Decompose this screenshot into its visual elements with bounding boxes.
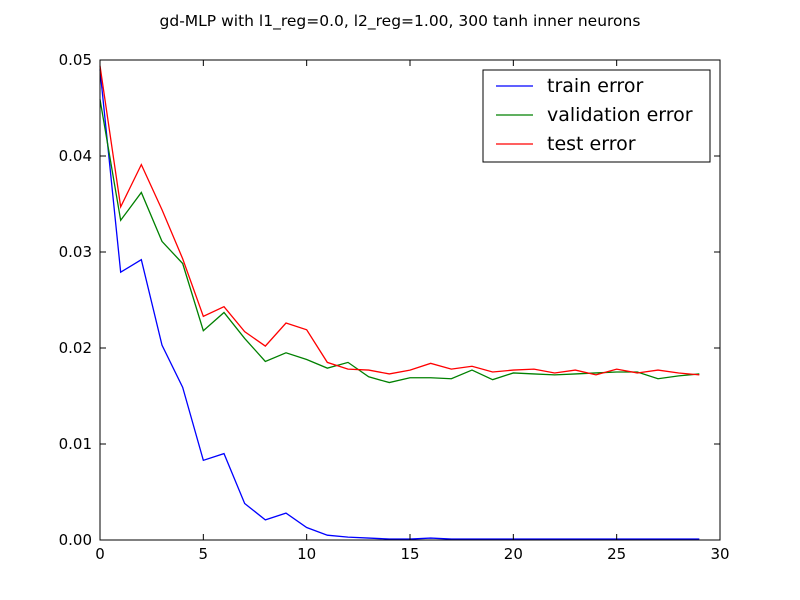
y-tick-label: 0.02	[59, 339, 92, 357]
legend-label-2: test error	[547, 133, 636, 155]
plot-lines	[99, 65, 700, 540]
x-tick-label: 30	[710, 545, 729, 563]
y-axis: 0.00 0.01 0.02 0.03 0.04 0.05	[59, 51, 720, 549]
y-tick-label: 0.00	[59, 531, 92, 549]
x-tick-label: 25	[607, 545, 626, 563]
y-tick-label: 0.04	[59, 147, 92, 165]
legend-box	[482, 69, 711, 163]
legend-label-0: train error	[547, 75, 643, 97]
x-tick-label: 5	[199, 545, 209, 563]
series-line-0	[99, 69, 700, 540]
x-tick-label: 10	[297, 545, 316, 563]
x-tick-label: 20	[504, 545, 523, 563]
chart-title: gd-MLP with l1_reg=0.0, l2_reg=1.00, 300…	[160, 12, 641, 31]
y-tick-label: 0.05	[59, 51, 92, 69]
legend: train error validation error test error	[482, 69, 711, 163]
series-line-1	[99, 99, 700, 384]
y-tick-label: 0.01	[59, 435, 92, 453]
x-tick-label: 0	[95, 545, 105, 563]
series-line-2	[99, 65, 700, 376]
x-axis: 0 5 10 15 20 25 30	[95, 60, 730, 563]
legend-label-1: validation error	[547, 104, 693, 126]
x-tick-label: 15	[400, 545, 419, 563]
y-tick-label: 0.03	[59, 243, 92, 261]
